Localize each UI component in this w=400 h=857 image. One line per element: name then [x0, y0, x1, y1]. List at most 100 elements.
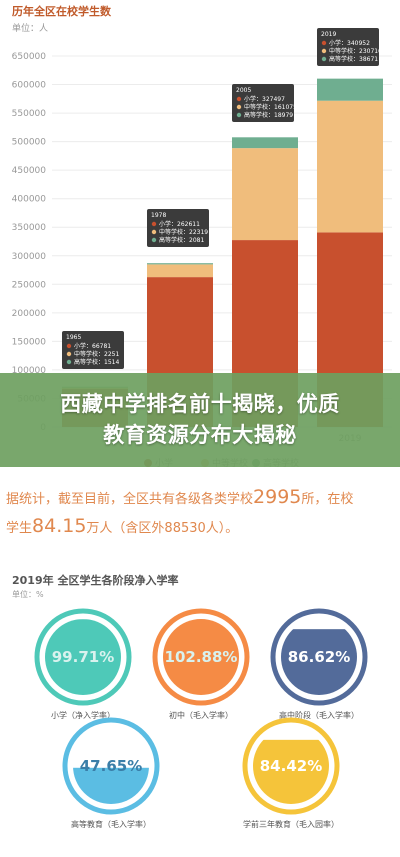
bar-segment — [232, 148, 298, 241]
gauge-circle: 86.62% — [270, 608, 368, 706]
tooltip-year: 1965 — [66, 334, 81, 341]
y-tick-label: 300000 — [12, 252, 47, 262]
gauge-percent: 47.65% — [80, 757, 142, 775]
tooltip-line: 高等学校：2081 — [159, 236, 204, 244]
gauge-fill — [281, 629, 357, 695]
gauge-label: 初中（毛入学率） — [169, 711, 233, 720]
tooltip-dot — [151, 237, 157, 243]
gauge-circle: 102.88% — [152, 608, 250, 706]
tooltip-dot — [321, 56, 327, 62]
tooltip-box — [317, 28, 379, 66]
stats-text: 据统计，截至目前，全区共有各级各类学校 — [6, 492, 254, 507]
tooltip-line: 小学：340952 — [329, 39, 370, 47]
gauge-label: 高中阶段（毛入学率） — [279, 711, 359, 720]
gauge-label: 学前三年教育（毛入园率） — [243, 820, 339, 829]
gauge-fill — [45, 619, 121, 695]
tooltip-dot — [321, 40, 327, 46]
gauge-circle: 99.71% — [34, 608, 132, 706]
bar-segment — [147, 264, 213, 278]
y-tick-label: 100000 — [12, 366, 47, 376]
tooltip-dot — [151, 221, 157, 227]
tooltip-line: 中等学校：230710 — [329, 47, 382, 55]
y-tick-label: 600000 — [12, 81, 47, 91]
headline-line-2: 教育资源分布大揭秘 — [103, 423, 297, 447]
stats-text: 学生 — [6, 521, 33, 536]
y-tick-label: 350000 — [12, 223, 47, 233]
stats-text: 所，在校 — [301, 492, 354, 507]
tooltip-line: 高等学校：18979 — [244, 111, 293, 119]
tooltip-box — [62, 331, 124, 369]
tooltip-dot — [151, 229, 157, 235]
gauge-ring — [270, 608, 368, 706]
y-tick-label: 450000 — [12, 166, 47, 176]
tooltip-box — [232, 84, 294, 122]
gauge-percent: 86.62% — [288, 648, 350, 666]
tooltip-dot — [321, 48, 327, 54]
gauge-fill — [253, 739, 329, 804]
y-tick-label: 550000 — [12, 109, 47, 119]
y-tick-label: 150000 — [12, 337, 47, 347]
tooltip-dot — [66, 351, 72, 357]
tooltip-dot — [236, 96, 242, 102]
y-tick-label: 650000 — [12, 52, 47, 62]
tooltip-year: 2005 — [236, 87, 251, 94]
gauge-ring — [62, 717, 160, 815]
enrollment-unit-label: 单位：% — [12, 590, 44, 599]
tooltip-year: 2019 — [321, 31, 336, 38]
gauge-label: 高等教育（毛入学率） — [71, 820, 151, 829]
gauge-primary: 99.71% 小学（净入学率） — [23, 608, 143, 748]
gauge-fill — [163, 619, 239, 695]
student-count: 84.15 — [32, 515, 87, 537]
gauge-ring — [152, 608, 250, 706]
bar-segment — [317, 100, 383, 233]
tooltip-line: 高等学校：1514 — [74, 358, 119, 366]
tooltip-line: 中等学校：22319 — [159, 228, 208, 236]
gauge-ring — [242, 717, 340, 815]
gauge-circle: 47.65% — [62, 717, 160, 815]
y-tick-label: 200000 — [12, 309, 47, 319]
chart-title: 历年全区在校学生数 — [12, 4, 112, 18]
bar-segment — [317, 78, 383, 101]
stats-text: 万人（含区外88530人）。 — [86, 521, 239, 536]
gauge-higher-ed: 47.65% 高等教育（毛入学率） — [51, 717, 171, 857]
stats-line-2: 学生84.15万人（含区外88530人）。 — [6, 513, 398, 542]
y-axis-ticks: 0500001000001500002000002500003000003500… — [12, 52, 47, 433]
gauge-senior: 86.62% 高中阶段（毛入学率） — [259, 608, 379, 748]
tooltip-line: 高等学校：38671 — [329, 55, 378, 63]
stats-line-1: 据统计，截至目前，全区共有各级各类学校2995所，在校 — [6, 484, 398, 513]
tooltip-line: 小学：262611 — [159, 220, 200, 228]
tooltip-dot — [236, 104, 242, 110]
gauge-circle: 84.42% — [242, 717, 340, 815]
tooltip-line: 中等学校：2251 — [74, 350, 119, 358]
tooltip-line: 中等学校：161075 — [244, 103, 297, 111]
y-tick-label: 250000 — [12, 280, 47, 290]
bar-segment — [232, 137, 298, 149]
headline-line-1: 西藏中学排名前十揭晓，优质 — [60, 392, 340, 416]
gauge-junior: 102.88% 初中（毛入学率） — [141, 608, 261, 748]
tooltip-dot — [66, 359, 72, 365]
gauge-preschool: 84.42% 学前三年教育（毛入园率） — [231, 717, 351, 857]
tooltip-dot — [236, 112, 242, 118]
tooltip-box — [147, 209, 209, 247]
tooltip-year: 1978 — [151, 212, 166, 219]
bar-segment — [147, 263, 213, 265]
y-tick-label: 500000 — [12, 138, 47, 148]
gauge-percent: 99.71% — [52, 648, 114, 666]
gauge-percent: 102.88% — [165, 648, 238, 666]
chart-unit-label: 单位：人 — [12, 22, 48, 34]
gauge-ring — [34, 608, 132, 706]
tooltip-line: 小学：66781 — [74, 342, 111, 350]
headline-banner: 西藏中学排名前十揭晓，优质 教育资源分布大揭秘 — [0, 373, 400, 467]
tooltip-line: 小学：327497 — [244, 95, 285, 103]
y-tick-label: 400000 — [12, 195, 47, 205]
enrollment-section-title: 2019年 全区学生各阶段净入学率 — [12, 574, 179, 587]
tooltip-dot — [66, 343, 72, 349]
school-stats-paragraph: 据统计，截至目前，全区共有各级各类学校2995所，在校 学生84.15万人（含区… — [6, 484, 398, 542]
school-count: 2995 — [253, 486, 302, 508]
gauge-label: 小学（净入学率） — [51, 711, 115, 720]
